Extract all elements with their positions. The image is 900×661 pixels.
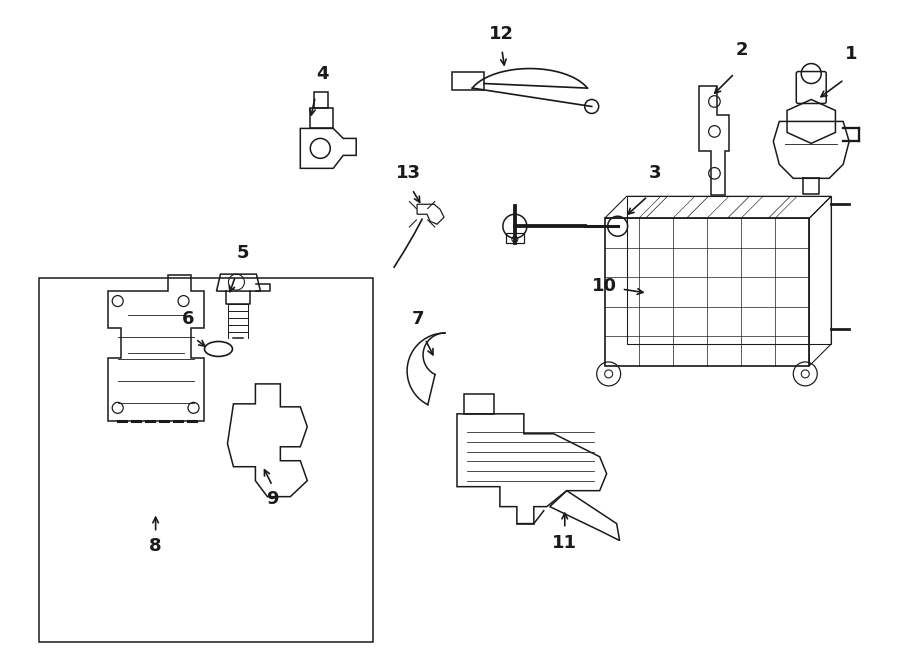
Text: 3: 3: [648, 165, 661, 182]
Text: 9: 9: [266, 490, 279, 508]
Text: 8: 8: [149, 537, 162, 555]
Text: 6: 6: [183, 310, 194, 328]
Text: 1: 1: [845, 44, 858, 63]
Text: 5: 5: [236, 244, 248, 262]
Bar: [39, 278, 374, 642]
Bar: [506, 233, 524, 243]
Bar: [452, 71, 484, 89]
Bar: [605, 218, 809, 366]
Text: 2: 2: [735, 40, 748, 59]
Text: 11: 11: [553, 533, 577, 551]
Text: 10: 10: [592, 277, 617, 295]
Text: 7: 7: [412, 310, 424, 328]
Text: 13: 13: [396, 165, 420, 182]
Text: 4: 4: [316, 65, 328, 83]
Text: 12: 12: [490, 24, 515, 42]
